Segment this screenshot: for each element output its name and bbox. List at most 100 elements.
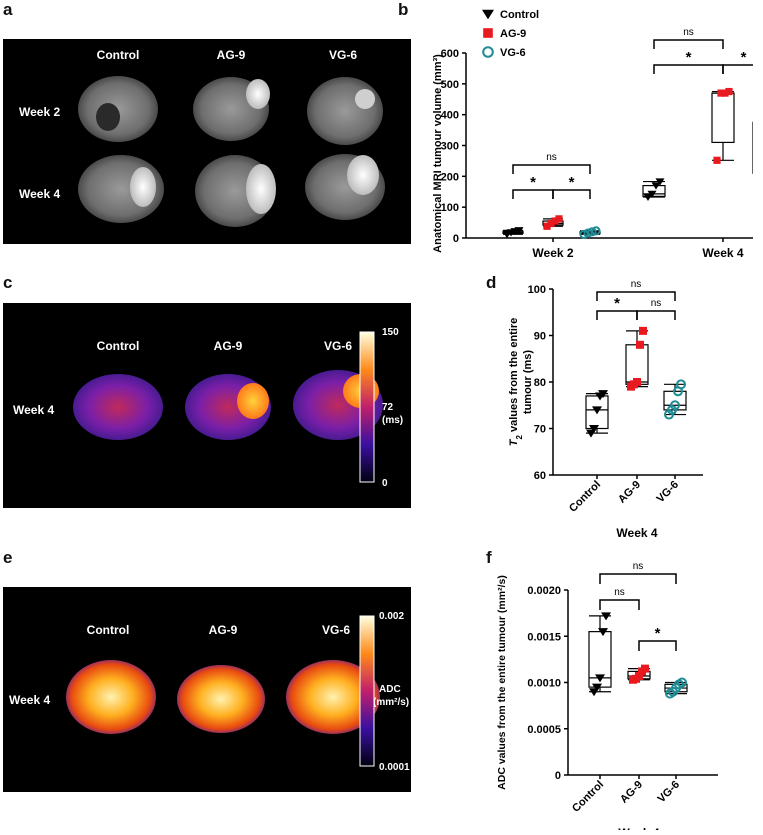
chart-f-x-label: Week 4 [618,826,659,830]
adc-cbar-unit: (mm²/s) [373,697,410,708]
panel-label-d: d [486,273,497,292]
b-bracket-w2-b-line [552,189,591,199]
t2-col-ag9: AG-9 [213,339,243,353]
b-y-label: Anatomical MRI tumour volume (mm³) [432,54,444,253]
b-box-AG-9-week4-box [711,92,735,144]
adc-row-week4: Week 4 [9,693,51,707]
f-bracket-ns1-label: ns [633,561,644,572]
t2-col-vg6: VG-6 [323,339,352,353]
adc-slice-vg6 [286,660,380,734]
b-point-AG-9-week2 [551,217,559,225]
f-bracket-ns2: ns [599,587,640,610]
panel-c-image: Control AG-9 VG-6 Week 4 150 72 (ms) 0 [3,303,411,508]
f-bracket-star-label: * [655,625,661,642]
chart-d-point-AG-9 [639,326,647,335]
chart-d-point-VG-6 [676,379,686,390]
f-bracket-ns2-label: ns [614,587,625,598]
chart-f-point-Control [592,683,602,692]
adc-cbar-label: ADC [379,684,401,695]
b-legend-marker [482,46,494,58]
panel-label-f: f [486,548,492,567]
chart-f-point-Control [598,628,608,637]
chart-d-y-axis-tick-label: 60 [534,470,546,482]
slice-ag9-w4 [195,155,276,227]
row-week4: Week 4 [19,187,61,201]
panel-e-image: Control AG-9 VG-6 Week 4 0.002 ADC (mm²/… [3,587,411,792]
t2-cbar-max: 150 [382,327,399,338]
chart-d: 60 70 80 90 100 Control AG-9 VG-6 Week 4 T2 value… [508,279,703,540]
chart-f-y-axis: 0 0.0005 0.0010 0.0015 0.0020 [527,585,569,782]
b-bracket-w4-ns-label: ns [683,27,694,38]
b-point-AG-9-week4 [717,89,725,97]
chart-d-y-axis-tick-label: 70 [534,424,546,436]
b-point-AG-9-week4 [721,89,729,97]
chart-f-box-Control-box [588,631,612,688]
adc-col-vg6: VG-6 [321,623,350,637]
b-x-tick-label: Week 2 [532,246,573,260]
b-bracket-w4-b-label: * [741,49,747,66]
chart-f-x-tick-label: AG-9 [618,779,645,806]
adc-cbar-max: 0.002 [379,611,405,622]
b-bracket-w4-a-label: * [686,49,692,66]
panel-label-b: b [398,0,409,19]
b-bracket-w2-b-label: * [569,174,575,191]
f-bracket-ns2-line [599,599,640,610]
b-bracket-w2-a-line [512,189,554,199]
b-point-Control-week4 [643,193,653,202]
b-legend-label: VG-6 [500,47,526,59]
b-point-AG-9-week2 [547,219,555,228]
b-bracket-w2-a: * [512,174,554,199]
adc-colorbar-bar [359,615,375,767]
mri-slices [78,76,385,227]
chart-d-y-axis-tick-label: 90 [534,331,546,343]
b-legend-marker [483,28,493,38]
b-bracket-w2-ns-label: ns [546,152,557,163]
b-y-axis-tick-label: 300 [441,141,459,153]
b-bracket-w2-b: * [552,174,591,199]
b-point-Control-week2 [514,227,524,235]
b-bracket-w2-ns-line [512,164,591,174]
slice-ag9-w2 [193,77,270,141]
d-y-label: T2 values from the entire [508,318,524,447]
d-bracket-star-label: * [614,295,620,312]
chart-f-point-AG-9 [641,664,649,673]
adc-slice-ag9 [177,665,265,733]
b-point-VG-6-week2 [583,228,593,238]
chart-d-x-label: Week 4 [616,526,657,540]
d-bracket-ns2-line [636,310,676,320]
f-bracket-ns1: ns [599,561,677,584]
col-control: Control [96,48,140,62]
chart-d-x-tick-label: AG-9 [616,479,643,506]
t2-cbar-unit: (ms) [382,415,404,426]
col-ag9: AG-9 [216,48,246,62]
panel-label-e: e [3,548,13,567]
d-bracket-ns1: ns [596,279,676,301]
f-y-label: ADC values from the entire tumour (mm²/s… [496,575,508,790]
b-y-axis-tick-label: 500 [441,79,459,91]
b-y-axis-tick-label: 400 [441,110,459,122]
adc-maps [66,660,380,734]
chart-d-x-tick-label: Control [567,479,603,515]
chart-d-y-axis-tick-label: 80 [534,377,546,389]
panel-label-a: a [3,0,13,19]
chart-f-point-Control [601,612,611,621]
b-point-VG-6-week2 [587,227,597,237]
b-point-VG-6-week2 [591,226,601,236]
f-bracket-ns1-line [599,573,677,584]
b-bracket-w4-ns: ns [653,27,724,49]
b-point-AG-9-week4 [725,87,733,96]
b-bracket-w2-ns: ns [512,152,591,174]
d-bracket-ns2-label: ns [651,298,662,309]
chart-d-point-Control [592,406,602,415]
d-bracket-ns2: ns [636,298,676,320]
d-bracket-star: * [596,295,638,320]
adc-col-ag9: AG-9 [208,623,238,637]
b-legend-label: AG-9 [500,28,526,40]
t2-row-week4: Week 4 [13,403,55,417]
chart-f-y-axis-tick-label: 0.0010 [527,678,561,690]
b-point-VG-6-week2 [579,229,589,239]
b-y-axis-tick-label: 0 [453,233,459,245]
b-bracket-w2-a-label: * [530,174,536,191]
chart-f-y-axis-tick-label: 0 [555,770,561,782]
b-bracket-w4-ns-line [653,39,724,49]
